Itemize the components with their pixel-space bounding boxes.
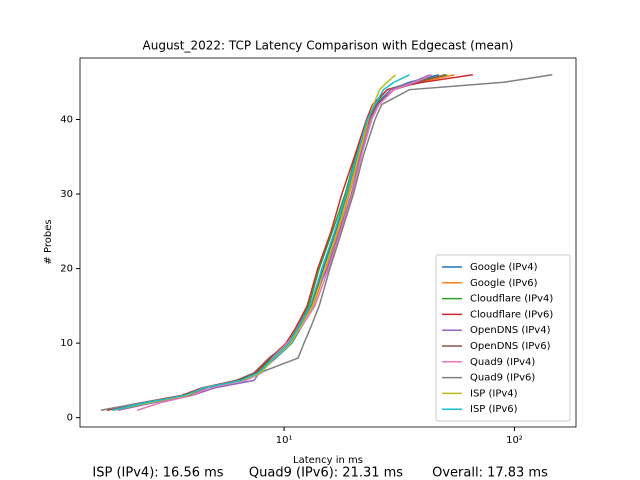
x-axis-label: Latency in ms (293, 455, 363, 466)
series-line (112, 74, 397, 411)
legend-label: ISP (IPv4) (470, 388, 518, 399)
series-line (100, 74, 553, 411)
series-line (136, 74, 433, 411)
annotation: Overall: 17.83 ms (432, 466, 548, 480)
y-axis-label: # Probes (43, 219, 54, 264)
plot-frame (79, 57, 577, 428)
legend: Google (IPv4) Google (IPv6) Cloudflare (IP… (435, 254, 571, 422)
annotation: ISP (IPv4): 16.56 ms (92, 466, 223, 480)
y-tick-label: 20 (60, 264, 73, 275)
legend-box (435, 254, 571, 422)
legend-label: OpenDNS (IPv4) (470, 325, 551, 336)
series-line (106, 74, 473, 411)
legend-label: Cloudflare (IPv4) (470, 294, 553, 305)
chart-title: August_2022: TCP Latency Comparison with… (143, 39, 514, 53)
series-line (112, 74, 455, 411)
series-line (112, 74, 446, 411)
x-tick-label: 10² (506, 435, 523, 446)
y-tick-label: 0 (67, 413, 73, 424)
annotation: Quad9 (IPv6): 21.31 ms (249, 466, 403, 480)
legend-label: ISP (IPv6) (470, 404, 518, 415)
y-tick-label: 10 (60, 338, 73, 349)
series-line (112, 74, 448, 411)
legend-label: Quad9 (IPv4) (470, 357, 535, 368)
y-tick-label: 30 (60, 189, 73, 200)
legend-label: Cloudflare (IPv6) (470, 309, 553, 320)
legend-label: Google (IPv6) (470, 278, 538, 289)
legend-label: Quad9 (IPv6) (470, 373, 535, 384)
y-tick-label: 40 (60, 115, 73, 126)
x-tick-label: 10¹ (276, 435, 293, 446)
legend-label: OpenDNS (IPv6) (470, 341, 551, 352)
legend-label: Google (IPv4) (470, 262, 538, 273)
series-line (112, 74, 410, 411)
